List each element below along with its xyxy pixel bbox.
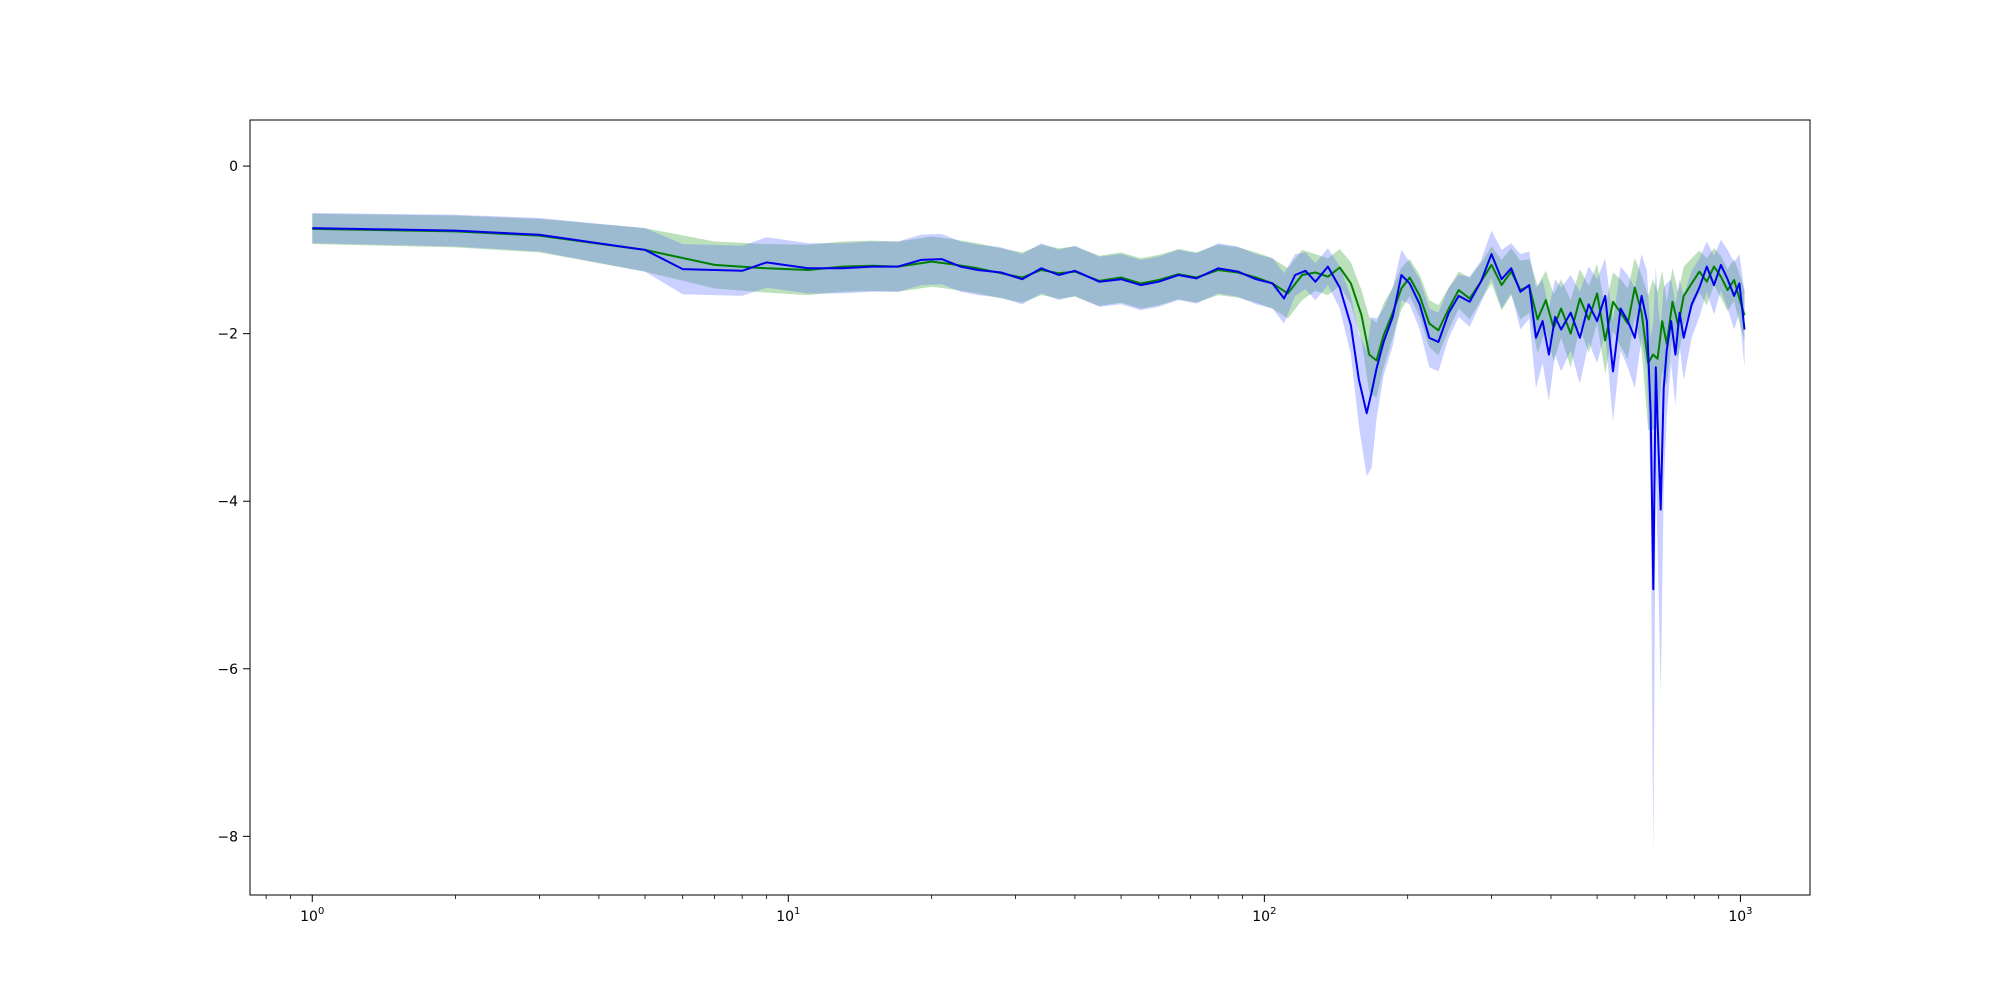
series-1-band — [312, 213, 1745, 430]
confidence-bands — [312, 213, 1745, 858]
plot-frame — [249, 119, 1811, 896]
y-tick-label: 0 — [229, 159, 238, 175]
x-tick-label: 100 — [300, 906, 324, 925]
series-2-line — [312, 227, 1746, 591]
y-tick-label: −4 — [217, 494, 238, 510]
y-tick-label: −8 — [217, 829, 238, 845]
series-2-band — [312, 213, 1745, 858]
x-axis: 100 101 102 103 — [265, 895, 1753, 925]
plot-area — [250, 120, 1810, 895]
series-1-line — [312, 227, 1746, 364]
x-tick-label: 103 — [1728, 906, 1752, 925]
series-lines — [312, 227, 1746, 591]
y-tick-label: −2 — [217, 327, 238, 343]
y-tick-label: −6 — [217, 662, 238, 678]
x-tick-label: 101 — [776, 906, 800, 925]
x-tick-label: 102 — [1252, 906, 1276, 925]
y-axis: 0 −2 −4 −6 −8 — [217, 159, 250, 845]
